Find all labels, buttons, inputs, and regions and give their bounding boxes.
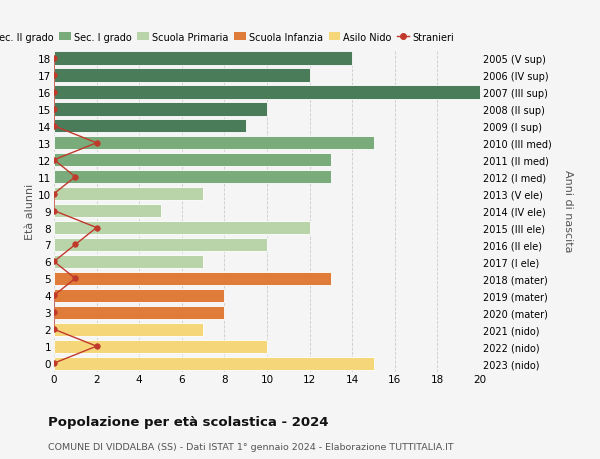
Text: COMUNE DI VIDDALBA (SS) - Dati ISTAT 1° gennaio 2024 - Elaborazione TUTTITALIA.I: COMUNE DI VIDDALBA (SS) - Dati ISTAT 1° … (48, 442, 454, 451)
Bar (54, 154, 331, 167)
Bar (54, 306, 224, 319)
Bar (54, 272, 331, 285)
Legend: Sec. II grado, Sec. I grado, Scuola Primaria, Scuola Infanzia, Asilo Nido, Stran: Sec. II grado, Sec. I grado, Scuola Prim… (0, 33, 454, 42)
Text: Popolazione per età scolastica - 2024: Popolazione per età scolastica - 2024 (48, 415, 329, 428)
Bar (54, 238, 267, 252)
Bar (54, 69, 310, 83)
Bar (54, 171, 331, 184)
Bar (54, 120, 246, 133)
Bar (54, 137, 373, 150)
Y-axis label: Età alunni: Età alunni (25, 183, 35, 239)
Bar (54, 86, 480, 99)
Y-axis label: Anni di nascita: Anni di nascita (563, 170, 572, 252)
Bar (54, 221, 310, 235)
Bar (54, 357, 373, 370)
Bar (54, 289, 224, 302)
Bar (54, 255, 203, 269)
Bar (54, 340, 267, 353)
Bar (54, 323, 203, 336)
Bar (54, 188, 203, 201)
Bar (54, 103, 267, 116)
Bar (54, 205, 161, 218)
Bar (54, 52, 352, 66)
